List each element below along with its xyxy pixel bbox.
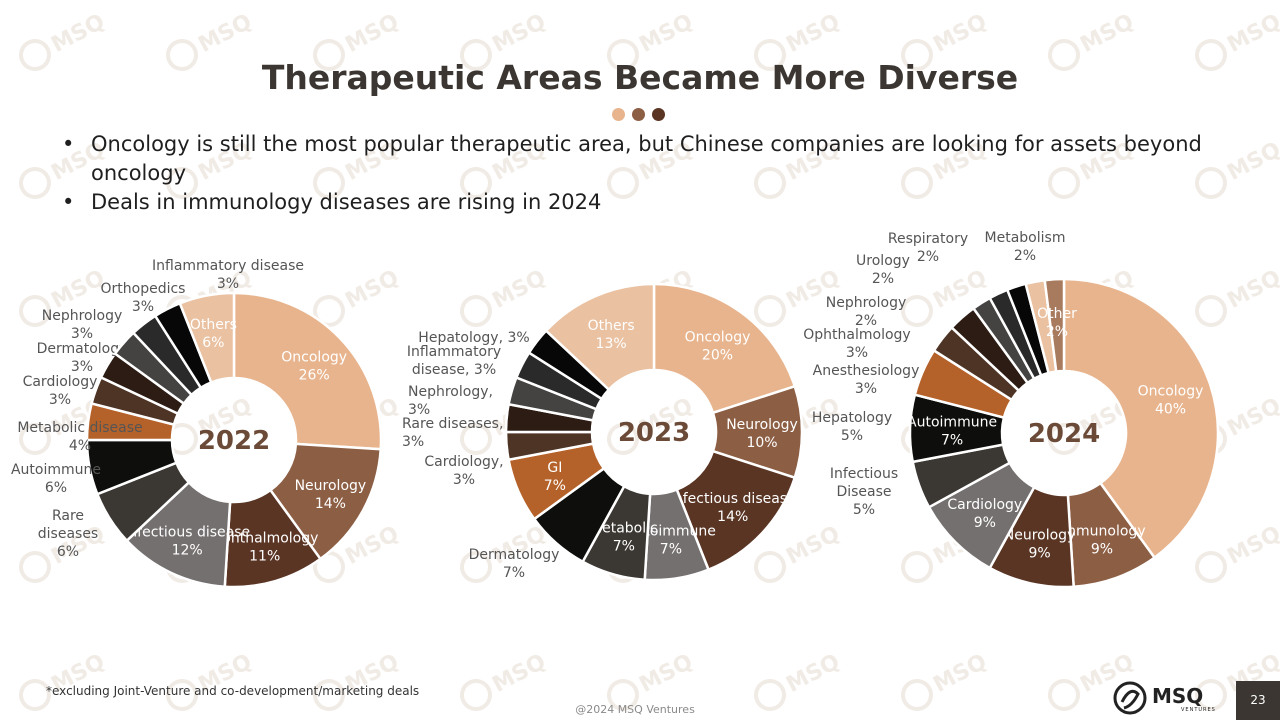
slice-label: Rare diseases, 3% xyxy=(402,416,503,450)
slice-label: GI 7% xyxy=(544,460,566,494)
center-label: 2024 xyxy=(1028,419,1100,449)
title-dot-2 xyxy=(632,108,645,121)
slice-label: Ophthalmology 11% xyxy=(211,531,318,565)
slice-label: Others 6% xyxy=(190,317,237,351)
slice-others xyxy=(544,282,656,392)
slice-label: Metabolic disease 4% xyxy=(17,420,142,454)
slice-label: Nephrology 2% xyxy=(826,295,907,329)
slice-label: Anesthesiology 3% xyxy=(813,363,920,397)
slice-oncology xyxy=(652,282,797,415)
title-dot-3 xyxy=(652,108,665,121)
slice-label: Neurology 10% xyxy=(726,417,798,451)
bullet-item: • Oncology is still the most popular ther… xyxy=(62,130,1202,188)
bullet-marker: • xyxy=(62,132,75,156)
slice-label: Infectious Disease 5% xyxy=(830,466,898,518)
bullet-text: Oncology is still the most popular thera… xyxy=(91,132,1202,185)
title-decoration-dots xyxy=(612,108,672,122)
slice-label: Respiratory 2% xyxy=(888,231,968,265)
slice-label: Dermatology 3% xyxy=(37,341,128,375)
slice-label: Other 2% xyxy=(1037,306,1077,340)
slice-label: Neurology 14% xyxy=(295,478,367,512)
slice-label: Dermatology 7% xyxy=(469,547,560,581)
slice-label: Neurology 9% xyxy=(1004,527,1076,561)
slice-label: Infectious disease 12% xyxy=(124,525,250,559)
title-dot-1 xyxy=(612,108,625,121)
slide-title: Therapeutic Areas Became More Diverse xyxy=(261,58,1019,97)
slice-label: Immunology 9% xyxy=(1058,523,1145,557)
slice-label: Orthopedics 3% xyxy=(101,281,186,315)
slice-label: Others 13% xyxy=(588,318,635,352)
slice-label: Urology 2% xyxy=(856,253,910,287)
page-number-box xyxy=(1236,681,1280,720)
donut-chart-2024: Oncology 40% Immunology 9%Neurology 9%Cardio… xyxy=(803,230,1220,589)
slice-label: Infectious disease 14% xyxy=(670,491,796,525)
center-label: 2023 xyxy=(618,418,690,448)
slice-label: Oncology 40% xyxy=(1138,383,1204,417)
bullet-list: • Oncology is still the most popular ther… xyxy=(62,130,1202,217)
copyright: @2024 MSQ Ventures xyxy=(575,703,695,716)
slice-label: Oncology 20% xyxy=(685,330,751,364)
slice-oncology xyxy=(232,291,383,451)
msq-logo-icon xyxy=(1113,681,1147,715)
slice-oncology xyxy=(1062,277,1220,560)
slice-label: Autoimmune 7% xyxy=(907,414,997,448)
slice-label: Inflammatory disease 3% xyxy=(152,258,304,292)
slice-label: Metabolic 7% xyxy=(590,521,658,555)
slice-label: Cardiology, 3% xyxy=(424,454,503,488)
donut-chart-2022: Oncology 26%Neurology 14%Ophthalmology 11%I… xyxy=(11,258,383,589)
page-number: 23 xyxy=(1250,693,1266,707)
center-label: 2022 xyxy=(198,426,270,456)
slice-label: Hepatology, 3% xyxy=(418,330,529,346)
slice-label: Rare diseases 6% xyxy=(38,508,98,560)
slice-label: Inflammatory disease, 3% xyxy=(407,344,501,378)
logo-text: MSQ xyxy=(1152,684,1204,708)
slice-label: Nephrology 3% xyxy=(42,308,123,342)
bullet-marker: • xyxy=(62,190,75,214)
slice-label: Nephrology, 3% xyxy=(408,384,493,418)
bullet-text: Deals in immunology diseases are rising … xyxy=(91,190,602,214)
bullet-item: • Deals in immunology diseases are rising… xyxy=(62,188,1202,217)
slice-others xyxy=(178,291,236,384)
slice-label: Oncology 26% xyxy=(281,350,347,384)
footnote: *excluding Joint-Venture and co-developm… xyxy=(46,684,420,698)
slice-label: Ophthalmology 3% xyxy=(803,327,910,361)
slice-other xyxy=(1043,277,1066,373)
donut-chart-2023: Oncology 20% Neurology 10% Infectious diseas… xyxy=(402,282,804,582)
slice-label: Metabolism 2% xyxy=(985,230,1066,264)
slice-label: Hepatology 5% xyxy=(812,410,892,444)
slice-label: Autoimmune 6% xyxy=(11,462,101,496)
slice-label: Cardiology 9% xyxy=(947,497,1022,531)
slice-label: Cardiology 3% xyxy=(23,374,98,408)
logo-subtext: VENTURES xyxy=(1181,707,1216,713)
